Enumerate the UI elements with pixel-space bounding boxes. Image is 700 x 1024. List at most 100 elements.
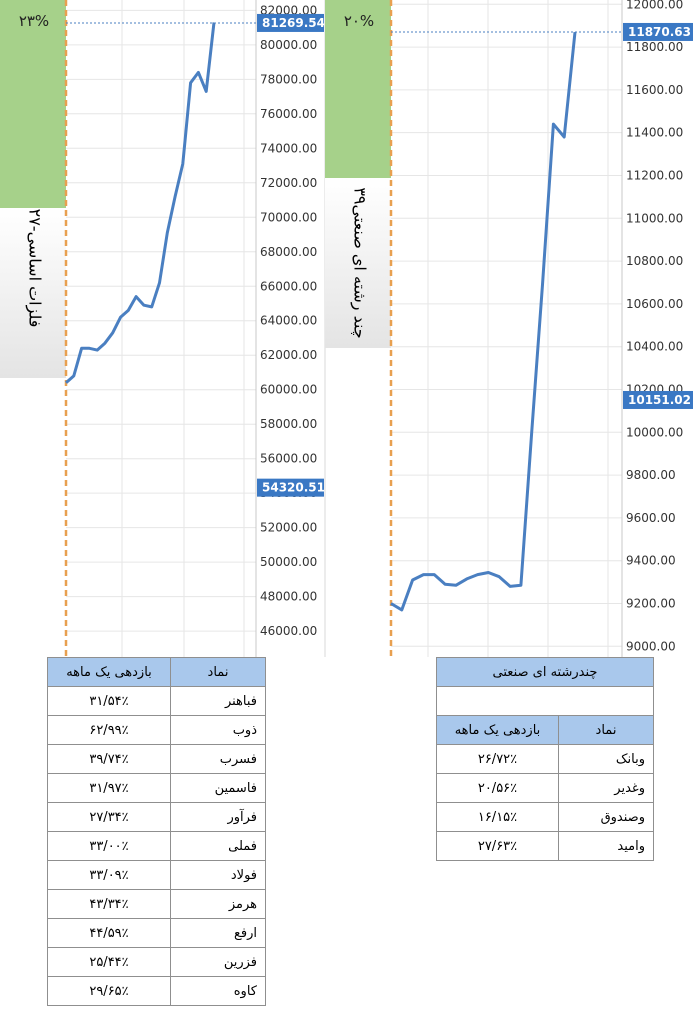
y-tick-label: 72000.00 bbox=[260, 176, 317, 190]
y-tick-label: 48000.00 bbox=[260, 590, 317, 604]
y-tick-label: 12000.00 bbox=[626, 0, 683, 11]
y-tick-label: 74000.00 bbox=[260, 141, 317, 155]
marker-value-label: 10151.02 bbox=[628, 393, 691, 407]
y-tick-label: 11400.00 bbox=[626, 126, 683, 140]
symbol-cell: فزرین bbox=[170, 947, 266, 977]
left-return-label: ۲۳% bbox=[18, 12, 50, 30]
symbol-cell: هرمز bbox=[170, 889, 266, 919]
y-tick-label: 70000.00 bbox=[260, 210, 317, 224]
y-tick-label: 11600.00 bbox=[626, 83, 683, 97]
last-value-tag bbox=[257, 13, 325, 32]
y-tick-label: 9000.00 bbox=[626, 639, 676, 653]
right-return-box: ۲۰% bbox=[325, 0, 391, 178]
metals-returns-table: نماد بازدهی یک ماهه فباهنر ۳۱/۵۴٪ ذوب ۶۲/۹۹… bbox=[47, 657, 266, 1006]
symbol-cell: ارفع bbox=[170, 918, 266, 948]
symbol-cell: فباهنر bbox=[170, 686, 266, 716]
symbol-cell: وغدیر bbox=[558, 773, 654, 803]
return-header: بازدهی یک ماهه bbox=[47, 657, 171, 687]
price-series-line bbox=[65, 22, 216, 384]
return-header: بازدهی یک ماهه bbox=[436, 715, 559, 745]
return-cell: ۲۹/۶۵٪ bbox=[47, 976, 171, 1006]
return-cell: ۳۱/۹۷٪ bbox=[47, 773, 171, 803]
y-tick-label: 68000.00 bbox=[260, 245, 317, 259]
marker-value-tag bbox=[257, 478, 325, 497]
y-tick-label: 50000.00 bbox=[260, 555, 317, 569]
table-row: فزرین ۲۵/۴۴٪ bbox=[47, 947, 266, 977]
left-return-box: ۲۳% bbox=[0, 0, 66, 208]
symbol-cell: فولاد bbox=[170, 860, 266, 890]
y-tick-label: 64000.00 bbox=[260, 314, 317, 328]
y-tick-label: 78000.00 bbox=[260, 72, 317, 86]
right-title-box bbox=[325, 178, 391, 348]
y-tick-label: 58000.00 bbox=[260, 417, 317, 431]
marker-value-label: 54320.51 bbox=[262, 481, 325, 495]
return-cell: ۴۳/۳۴٪ bbox=[47, 889, 171, 919]
return-cell: ۴۴/۵۹٪ bbox=[47, 918, 171, 948]
y-tick-label: 9800.00 bbox=[626, 468, 676, 482]
symbol-cell: فسرب bbox=[170, 744, 266, 774]
y-tick-label: 82000.00 bbox=[260, 3, 317, 17]
y-tick-label: 9200.00 bbox=[626, 596, 676, 610]
table-empty-row bbox=[436, 686, 654, 716]
table-row: فسرب ۳۹/۷۴٪ bbox=[47, 744, 266, 774]
return-cell: ۳۹/۷۴٪ bbox=[47, 744, 171, 774]
return-cell: ۳۳/۰۰٪ bbox=[47, 831, 171, 861]
return-cell: ۱۶/۱۵٪ bbox=[436, 802, 559, 832]
table-row: فرآور ۲۷/۳۴٪ bbox=[47, 802, 266, 832]
last-value-label: 11870.63 bbox=[628, 25, 691, 39]
table-row: وصندوق ۱۶/۱۵٪ bbox=[436, 802, 654, 832]
left-info-strip: ۲۳% bbox=[0, 0, 66, 657]
return-cell: ۲۰/۵۶٪ bbox=[436, 773, 559, 803]
symbol-cell: وصندوق bbox=[558, 802, 654, 832]
y-tick-label: 11000.00 bbox=[626, 211, 683, 225]
y-tick-label: 9600.00 bbox=[626, 511, 676, 525]
y-tick-label: 76000.00 bbox=[260, 107, 317, 121]
y-tick-label: 60000.00 bbox=[260, 383, 317, 397]
y-tick-label: 9400.00 bbox=[626, 554, 676, 568]
return-cell: ۳۳/۰۹٪ bbox=[47, 860, 171, 890]
table-row: ذوب ۶۲/۹۹٪ bbox=[47, 715, 266, 745]
y-tick-label: 46000.00 bbox=[260, 624, 317, 638]
table-row: هرمز ۴۳/۳۴٪ bbox=[47, 889, 266, 919]
table-row: وامید ۲۷/۶۳٪ bbox=[436, 831, 654, 861]
y-tick-label: 10400.00 bbox=[626, 340, 683, 354]
table-row: وغدیر ۲۰/۵۶٪ bbox=[436, 773, 654, 803]
y-tick-label: 66000.00 bbox=[260, 279, 317, 293]
symbol-cell: وامید bbox=[558, 831, 654, 861]
return-cell: ۳۱/۵۴٪ bbox=[47, 686, 171, 716]
table-title-row: چندرشته ای صنعتی bbox=[436, 657, 654, 687]
marker-value-tag bbox=[623, 390, 693, 409]
left-title-box bbox=[0, 208, 66, 378]
return-cell: ۶۲/۹۹٪ bbox=[47, 715, 171, 745]
symbol-cell: فاسمین bbox=[170, 773, 266, 803]
table-row: کاوه ۲۹/۶۵٪ bbox=[47, 976, 266, 1006]
symbol-header: نماد bbox=[170, 657, 266, 687]
table-row: ارفع ۴۴/۵۹٪ bbox=[47, 918, 266, 948]
y-tick-label: 11200.00 bbox=[626, 168, 683, 182]
y-tick-label: 80000.00 bbox=[260, 38, 317, 52]
y-tick-label: 56000.00 bbox=[260, 452, 317, 466]
table-title: چندرشته ای صنعتی bbox=[436, 657, 654, 687]
table-row: فاسمین ۳۱/۹۷٪ bbox=[47, 773, 266, 803]
return-cell: ۲۵/۴۴٪ bbox=[47, 947, 171, 977]
symbol-cell: فرآور bbox=[170, 802, 266, 832]
return-cell: ۲۷/۳۴٪ bbox=[47, 802, 171, 832]
return-cell: ۲۷/۶۳٪ bbox=[436, 831, 559, 861]
y-tick-label: 52000.00 bbox=[260, 521, 317, 535]
table-row: وبانک ۲۶/۷۲٪ bbox=[436, 744, 654, 774]
left-line-chart: 46000.0048000.0050000.0052000.0054000.00… bbox=[64, 0, 325, 657]
right-info-strip: ۲۰% bbox=[325, 0, 391, 657]
symbol-cell: وبانک bbox=[558, 744, 654, 774]
return-cell: ۲۶/۷۲٪ bbox=[436, 744, 559, 774]
table-header-row: نماد بازدهی یک ماهه bbox=[47, 657, 266, 687]
last-value-label: 81269.54 bbox=[262, 16, 325, 30]
price-series-line bbox=[390, 31, 577, 612]
y-tick-label: 11800.00 bbox=[626, 40, 683, 54]
right-return-label: ۲۰% bbox=[343, 12, 375, 30]
left-chart-panel: ۲۳% ۲۷-فلزات اساسی 46000.00 48000.00 50000… bbox=[0, 0, 325, 657]
y-tick-label: 62000.00 bbox=[260, 348, 317, 362]
symbol-cell: کاوه bbox=[170, 976, 266, 1006]
symbol-header: نماد bbox=[558, 715, 654, 745]
last-value-tag bbox=[623, 22, 693, 41]
symbol-cell: فملی bbox=[170, 831, 266, 861]
